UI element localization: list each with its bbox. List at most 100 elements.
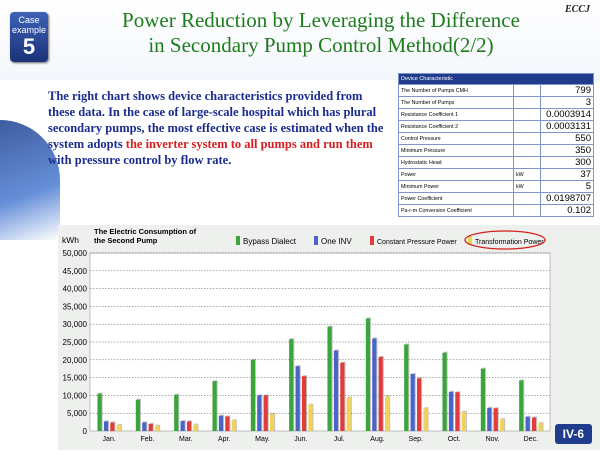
bar — [410, 374, 415, 431]
page-title: Power Reduction by Leveraging the Differ… — [86, 8, 556, 58]
description-part-2: with pressure control by flow rate. — [48, 153, 232, 167]
spec-value: 0.0198707 — [540, 192, 594, 205]
x-tick-label: May. — [255, 436, 270, 443]
bar — [257, 395, 262, 431]
bar — [225, 416, 230, 431]
bar — [270, 413, 275, 431]
y-tick-label: 45,000 — [63, 267, 88, 276]
spec-label: Resistance Coefficient 2 — [398, 120, 514, 133]
spec-label: The Number of Pumps CMH — [398, 84, 514, 97]
spec-row: Resistance Coefficient 2 0.0003131 — [398, 120, 594, 133]
bar — [289, 339, 294, 431]
bar — [97, 393, 102, 431]
spec-value: 300 — [540, 156, 594, 169]
case-number: 5 — [22, 34, 36, 59]
bar — [385, 396, 390, 431]
y-tick-label: 5,000 — [67, 409, 88, 418]
spec-value: 550 — [540, 132, 594, 145]
spec-label: Hydrostatic Head — [398, 156, 514, 169]
spec-label: The Number of Pumps — [398, 96, 514, 109]
bar — [378, 356, 383, 431]
bar — [174, 394, 179, 431]
bar — [116, 424, 121, 431]
bar — [193, 424, 198, 431]
x-tick-label: Nov. — [486, 436, 500, 443]
bar — [500, 419, 505, 431]
spec-row: Control Pressure 550 — [398, 132, 594, 145]
bar — [218, 415, 224, 431]
bar — [404, 344, 409, 431]
bar — [416, 378, 422, 431]
bar — [448, 391, 454, 431]
chart-title: The Electric Consumption of the Second Pu… — [94, 227, 197, 245]
bar — [327, 326, 332, 431]
legend-label: Transformation Power — [475, 239, 544, 246]
spec-unit — [513, 156, 541, 169]
bar — [135, 399, 140, 431]
legend-swatch — [314, 236, 318, 245]
y-tick-label: 50,000 — [63, 249, 88, 258]
x-tick-label: Oct. — [448, 436, 461, 443]
case-example-badge: Case example 5 — [10, 12, 48, 62]
legend-label: Bypass Dialect — [243, 237, 297, 246]
spec-value: 799 — [540, 84, 594, 97]
y-tick-label: 0 — [83, 427, 88, 436]
chart-svg: 0 5,000 10,000 15,000 20,000 25,000 30,000 35,0… — [58, 225, 600, 450]
spec-label: Minimum Pressure — [398, 144, 514, 157]
spec-unit — [513, 204, 541, 217]
bar — [212, 381, 217, 431]
x-tick-label: Mar. — [179, 436, 193, 443]
device-characteristic-table: Device Characteristic The Number of Pumps… — [398, 73, 594, 217]
bar — [308, 404, 313, 431]
bar — [110, 422, 115, 431]
y-axis-label: kWh — [62, 235, 79, 245]
bar — [142, 422, 147, 431]
y-tick-label: 40,000 — [63, 285, 88, 294]
y-tick-label: 35,000 — [63, 302, 88, 311]
legend-label: Constant Pressure Power — [377, 239, 457, 246]
y-tick-label: 15,000 — [63, 374, 88, 383]
bar — [333, 350, 339, 431]
spec-label: Power — [398, 168, 514, 181]
description-part-1: The right chart shows device characteris… — [48, 89, 384, 151]
spec-unit: kW — [513, 180, 541, 193]
bar — [525, 416, 530, 431]
spec-value: 0.102 — [540, 204, 594, 217]
spec-label: Power Coefficient — [398, 192, 514, 205]
bar — [263, 395, 268, 431]
case-label: Case example — [11, 15, 47, 35]
spec-label: Pa-r-m Conversion Coefficient — [398, 204, 514, 217]
legend-label: One INV — [321, 237, 352, 246]
bar — [295, 366, 300, 431]
y-tick-label: 30,000 — [63, 320, 88, 329]
plot-area — [89, 252, 551, 432]
bar — [461, 411, 466, 431]
x-tick-label: Sep. — [409, 436, 423, 443]
spec-value: 0.0003131 — [540, 120, 594, 133]
bar — [340, 362, 345, 431]
bar — [423, 408, 428, 431]
bar — [493, 408, 498, 431]
spec-value: 0.0003914 — [540, 108, 594, 121]
y-tick-label: 10,000 — [63, 391, 88, 400]
electric-consumption-chart: 0 5,000 10,000 15,000 20,000 25,000 30,000 35,0… — [58, 225, 600, 450]
x-tick-label: Apr. — [218, 436, 231, 443]
spec-row: Hydrostatic Head 300 — [398, 156, 594, 169]
eccj-logo: ECCJ — [564, 4, 590, 15]
spec-unit — [513, 192, 541, 205]
spec-row: The Number of Pumps 3 — [398, 96, 594, 109]
spec-row: Pa-r-m Conversion Coefficient 0.102 — [398, 204, 594, 217]
description-highlight: the inverter system to all pumps and run… — [125, 137, 373, 151]
legend-swatch — [236, 236, 240, 245]
spec-table-header: Device Characteristic — [398, 73, 594, 85]
bar — [538, 423, 543, 431]
x-tick-label: Feb. — [140, 436, 154, 443]
bar — [442, 352, 447, 431]
spec-unit — [513, 108, 541, 121]
spec-row: Power Coefficient 0.0198707 — [398, 192, 594, 205]
bar — [180, 421, 185, 431]
page-number-badge: IV-6 — [554, 424, 592, 444]
bar — [372, 338, 377, 431]
spec-label: Control Pressure — [398, 132, 514, 145]
spec-unit — [513, 144, 541, 157]
